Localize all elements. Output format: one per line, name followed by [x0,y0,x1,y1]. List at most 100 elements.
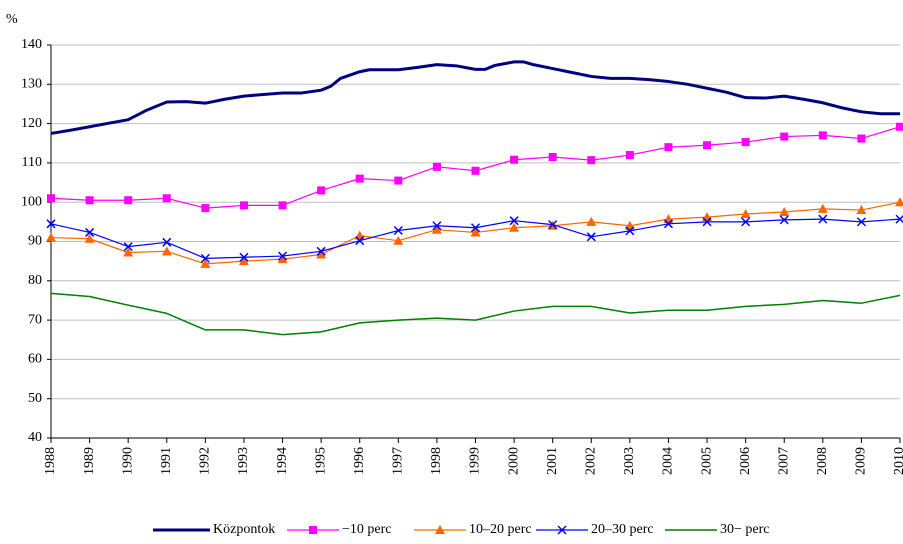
marker [162,194,171,203]
marker [47,194,55,203]
marker [586,232,596,242]
y-tick-label: 140 [21,37,42,52]
marker [510,155,519,164]
marker [432,221,442,231]
marker [587,156,596,165]
x-tick-label: 2000 [506,447,521,475]
x-tick-label: 2006 [738,447,753,475]
marker [586,216,597,226]
marker [741,138,750,147]
x-tick-label: 2002 [583,447,598,475]
y-tick-label: 50 [28,391,42,406]
series-line [50,60,900,135]
marker [277,254,288,264]
y-tick-label: 70 [28,312,42,327]
x-tick-label: 1997 [391,447,406,475]
marker [84,233,95,243]
x-tick-label: 1994 [275,447,290,475]
marker [123,242,133,252]
marker [317,186,326,195]
x-tick-label: 2009 [854,447,869,475]
marker [509,216,519,226]
x-tick-label: 1988 [43,447,58,475]
marker [780,132,789,141]
marker [625,151,634,160]
y-tick-label: 90 [28,234,42,249]
marker [316,246,326,256]
marker [509,222,520,232]
marker [817,203,828,213]
marker [278,251,288,261]
marker [432,162,441,171]
legend-label: 10–20 perc [469,522,532,537]
legend-label: Központok [213,522,275,537]
marker [435,525,445,534]
marker [316,249,327,259]
marker [548,220,558,230]
marker [741,217,751,227]
marker [394,176,403,185]
marker [46,219,56,229]
marker [857,134,866,143]
x-tick-label: 1993 [236,447,251,475]
marker [200,253,210,263]
x-tick-label: 1992 [198,447,213,475]
marker [238,256,249,266]
legend-label: 20–30 perc [591,522,654,537]
series-line [50,292,901,336]
x-tick-label: 1991 [159,447,174,475]
x-tick-label: 1998 [429,447,444,475]
marker [85,196,94,205]
x-tick-label: 1989 [82,447,97,475]
marker [201,204,210,213]
marker [895,197,903,207]
marker [740,208,751,218]
marker [703,141,712,150]
y-tick-label: 130 [21,77,42,92]
marker [161,246,172,256]
legend-label: 30− perc [720,522,770,537]
marker [393,225,403,236]
marker [355,174,364,183]
series-line [50,218,901,259]
marker [471,166,480,175]
marker [239,252,249,262]
marker [548,153,557,162]
x-tick-label: 2004 [661,447,676,475]
y-tick-label: 80 [28,273,42,288]
marker [46,232,56,242]
marker [200,258,211,268]
marker [123,247,134,257]
marker [309,526,317,534]
marker [557,525,567,535]
marker [162,237,172,247]
y-tick-label: 60 [28,352,42,367]
legend-label: −10 perc [342,522,392,537]
marker [856,217,866,227]
x-tick-label: 2010 [892,447,903,475]
x-tick-label: 2001 [545,447,560,475]
marker [663,219,673,229]
x-tick-label: 2008 [815,447,830,475]
x-tick-label: 1995 [313,447,328,475]
marker [625,226,635,236]
marker [779,215,789,225]
y-axis-label: % [6,12,18,27]
marker [818,214,828,224]
marker [779,207,790,217]
marker [85,227,95,237]
y-tick-label: 120 [21,116,42,131]
x-tick-label: 1999 [468,447,483,475]
marker [239,201,248,210]
x-tick-label: 2005 [699,447,714,475]
x-tick-label: 2007 [776,447,791,475]
y-tick-label: 40 [28,430,42,445]
marker [278,201,287,210]
marker [431,224,442,234]
x-tick-label: 2003 [622,447,637,475]
marker [702,217,712,227]
marker [896,122,903,131]
y-tick-label: 100 [21,194,42,209]
marker [470,227,481,237]
